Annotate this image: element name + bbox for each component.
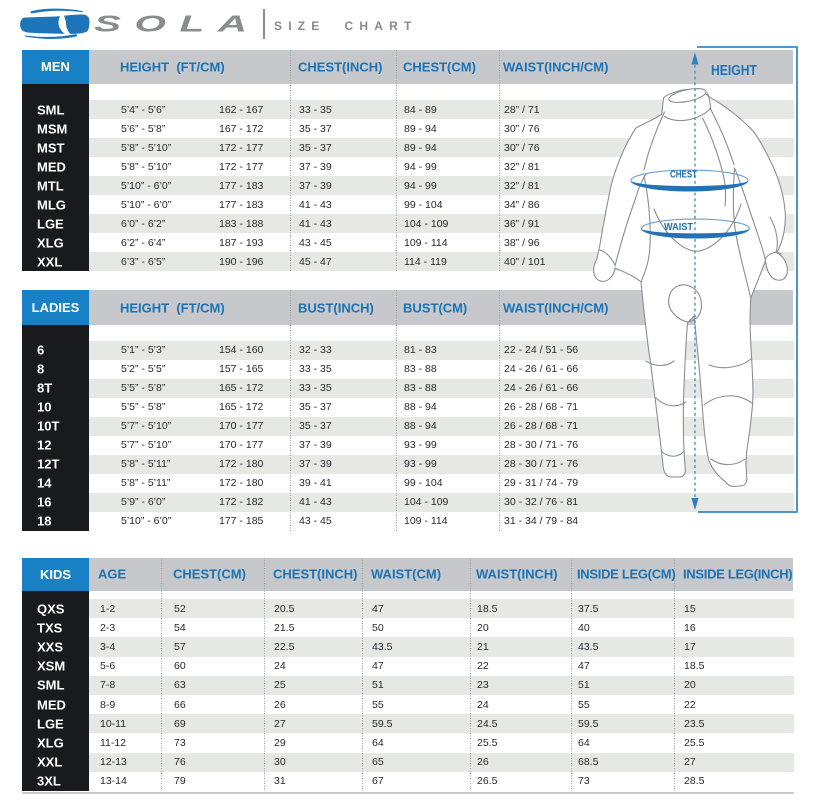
svg-text:CHEST: CHEST — [670, 169, 697, 181]
svg-text:WAIST: WAIST — [664, 221, 694, 233]
svg-text:HEIGHT: HEIGHT — [711, 63, 757, 79]
